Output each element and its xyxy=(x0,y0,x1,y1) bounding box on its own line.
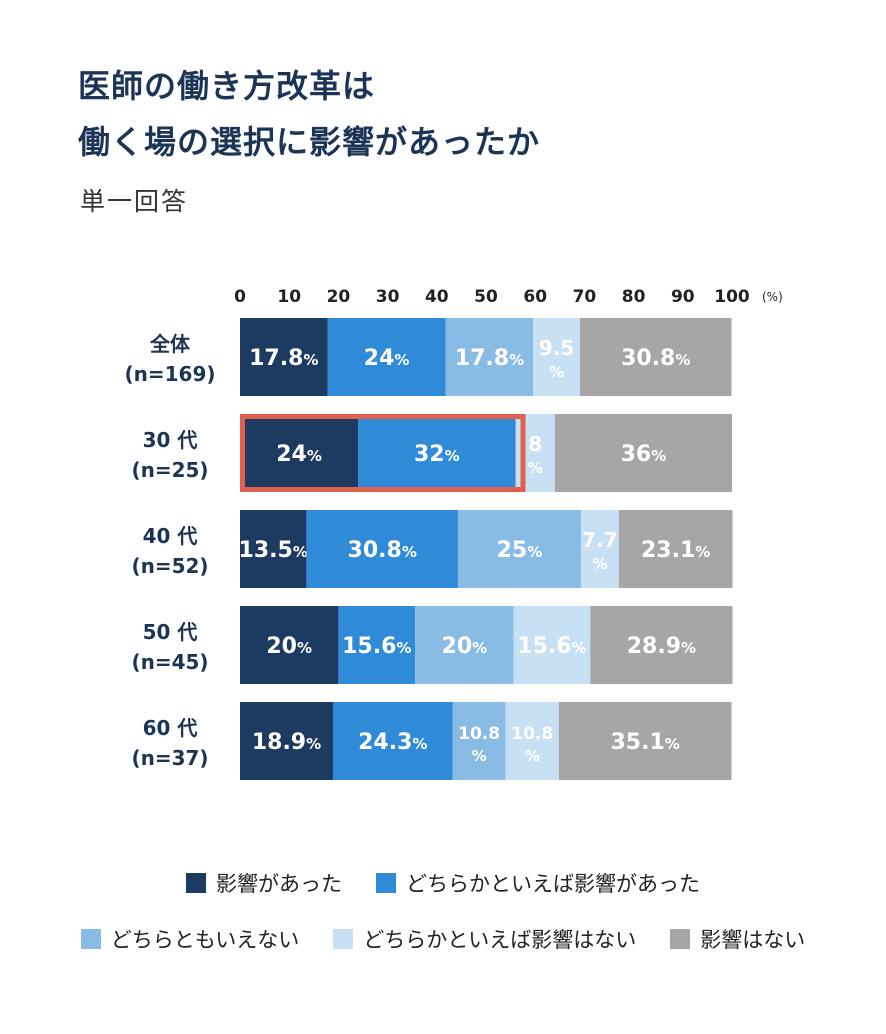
bar-segment xyxy=(240,606,339,684)
category-sample-size-label: (n=52) xyxy=(131,554,208,578)
highlight-frame xyxy=(240,414,526,492)
category-sample-size-label: (n=25) xyxy=(131,458,208,482)
legend-label: どちらともいえない xyxy=(110,928,300,952)
bar-segment xyxy=(445,318,534,396)
x-tick-label: 10 xyxy=(277,287,301,307)
legend-label: どちらかといえば影響があった xyxy=(406,872,700,896)
legend-item: どちらかといえば影響はない xyxy=(333,924,636,954)
x-tick-label: 60 xyxy=(523,287,547,307)
legend-item: 影響はない xyxy=(670,924,805,954)
category-label: 30 代 xyxy=(143,428,198,452)
bar-segment xyxy=(554,414,732,492)
data-label-percent: % xyxy=(528,459,543,477)
legend-item: どちらかといえば影響があった xyxy=(376,868,700,898)
category-sample-size-label: (n=169) xyxy=(124,362,215,386)
bar-segment xyxy=(452,702,506,780)
data-label: 8 xyxy=(528,432,542,456)
bar-segment xyxy=(580,510,619,588)
legend-swatch xyxy=(333,929,354,949)
x-tick-label: 20 xyxy=(327,287,351,307)
category-label: 60 代 xyxy=(143,716,198,740)
category-sample-size-label: (n=37) xyxy=(131,746,208,770)
data-label: 17.8% xyxy=(455,346,524,371)
bar-segment xyxy=(240,702,333,780)
bar-segment xyxy=(332,702,453,780)
bar-segment xyxy=(327,318,446,396)
chart-title-line-1: 医師の働き方改革は xyxy=(78,67,376,105)
data-label: 13.5% xyxy=(239,538,308,563)
legend-swatch xyxy=(80,929,101,949)
data-label: 24% xyxy=(276,442,322,467)
x-axis-unit-label: (%) xyxy=(762,290,783,304)
x-tick-label: 30 xyxy=(376,287,400,307)
x-tick-label: 100 xyxy=(714,287,750,307)
bar-segment xyxy=(306,510,458,588)
data-label-percent: % xyxy=(592,555,607,573)
x-tick-label: 0 xyxy=(234,287,246,307)
category-label: 40 代 xyxy=(143,524,198,548)
bar-segment xyxy=(415,606,514,684)
legend-item: 影響があった xyxy=(186,868,342,898)
data-label: 20% xyxy=(442,634,488,659)
data-label-percent: % xyxy=(549,363,564,381)
category-label: 50 代 xyxy=(143,620,198,644)
data-label: 20% xyxy=(266,634,312,659)
legend-row-2: どちらともいえない どちらかといえば影響はない 影響はない xyxy=(0,924,886,954)
chart-title: 医師の働き方改革は 働く場の選択に影響があったか xyxy=(78,58,540,170)
data-label: 18.9% xyxy=(252,730,321,755)
x-tick-label: 40 xyxy=(425,287,449,307)
bar-segment xyxy=(338,606,416,684)
data-label: 15.6% xyxy=(517,634,586,659)
bar-segment xyxy=(240,510,307,588)
legend-swatch xyxy=(376,873,396,893)
legend-swatch xyxy=(186,873,206,893)
data-label: 23.1% xyxy=(641,538,710,563)
data-label: 7.7 xyxy=(582,528,617,552)
legend-label: 影響はない xyxy=(700,928,806,952)
legend-label: 影響があった xyxy=(216,872,342,896)
bar-segment xyxy=(618,510,733,588)
data-label: 24% xyxy=(364,346,410,371)
data-label: 24.3% xyxy=(358,730,427,755)
data-label: 10.8 xyxy=(458,724,500,744)
data-label: 28.9% xyxy=(627,634,696,659)
data-label: 32% xyxy=(414,442,460,467)
data-label: 15.6% xyxy=(342,634,411,659)
bar-segment xyxy=(533,318,580,396)
legend-swatch xyxy=(670,929,691,949)
data-label: 36% xyxy=(621,442,667,467)
category-label: 全体 xyxy=(149,332,191,356)
data-label-percent: % xyxy=(472,747,487,765)
bar-segment xyxy=(457,510,581,588)
data-label: 35.1% xyxy=(611,730,680,755)
legend-item: どちらともいえない xyxy=(80,924,300,954)
bar-segment xyxy=(590,606,733,684)
x-tick-label: 90 xyxy=(671,287,695,307)
bar-segment xyxy=(579,318,732,396)
chart-subtitle: 単一回答 xyxy=(80,187,189,216)
legend-label: どちらかといえば影響はない xyxy=(363,928,637,952)
bar-segment xyxy=(505,702,559,780)
bar-segment xyxy=(240,318,328,396)
data-label: 9.5 xyxy=(539,336,574,360)
data-label: 25% xyxy=(497,538,543,563)
bar-segment xyxy=(358,414,516,492)
bar-segment xyxy=(513,606,591,684)
x-tick-label: 70 xyxy=(573,287,597,307)
x-tick-label: 80 xyxy=(622,287,646,307)
x-tick-label: 50 xyxy=(474,287,498,307)
bar-segment xyxy=(558,702,732,780)
chart-title-line-2: 働く場の選択に影響があったか xyxy=(78,123,541,161)
bar-segment xyxy=(240,414,359,492)
data-label: 30.8% xyxy=(348,538,417,563)
category-sample-size-label: (n=45) xyxy=(131,650,208,674)
data-label: 30.8% xyxy=(621,346,690,371)
legend-row-1: 影響があった どちらかといえば影響があった xyxy=(0,868,886,898)
data-label: 17.8% xyxy=(249,346,318,371)
data-label-percent: % xyxy=(525,747,540,765)
data-label: 10.8 xyxy=(511,724,553,744)
